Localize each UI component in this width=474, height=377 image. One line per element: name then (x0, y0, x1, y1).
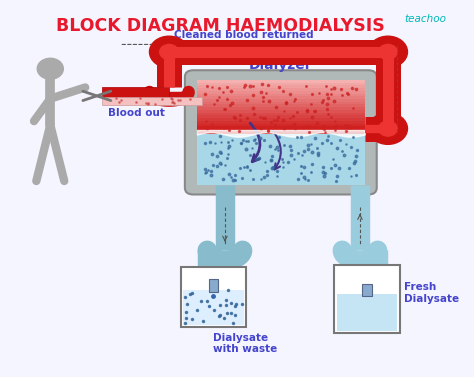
FancyBboxPatch shape (197, 107, 365, 110)
FancyBboxPatch shape (209, 279, 218, 292)
FancyBboxPatch shape (197, 126, 365, 129)
FancyBboxPatch shape (362, 284, 372, 296)
FancyBboxPatch shape (197, 96, 365, 99)
Polygon shape (101, 97, 201, 106)
FancyBboxPatch shape (197, 80, 365, 83)
FancyBboxPatch shape (197, 90, 365, 93)
Circle shape (379, 121, 397, 136)
Text: Dialyzer: Dialyzer (249, 58, 313, 72)
FancyBboxPatch shape (197, 131, 365, 135)
FancyBboxPatch shape (197, 135, 365, 185)
FancyBboxPatch shape (197, 101, 365, 104)
FancyBboxPatch shape (197, 104, 365, 107)
Text: teachoo: teachoo (404, 14, 446, 25)
Circle shape (368, 36, 408, 67)
FancyBboxPatch shape (197, 99, 365, 102)
FancyBboxPatch shape (197, 85, 365, 88)
FancyBboxPatch shape (334, 265, 400, 333)
FancyBboxPatch shape (197, 115, 365, 118)
FancyBboxPatch shape (197, 82, 365, 86)
FancyBboxPatch shape (337, 294, 397, 331)
FancyBboxPatch shape (197, 112, 365, 115)
Circle shape (37, 58, 64, 79)
FancyBboxPatch shape (197, 88, 365, 91)
FancyBboxPatch shape (197, 129, 365, 132)
Polygon shape (101, 87, 169, 97)
Text: Fresh
Dialysate: Fresh Dialysate (404, 282, 459, 304)
FancyBboxPatch shape (197, 123, 365, 126)
FancyBboxPatch shape (197, 121, 365, 124)
FancyBboxPatch shape (197, 93, 365, 96)
FancyBboxPatch shape (181, 267, 246, 327)
Circle shape (368, 113, 408, 144)
Circle shape (160, 44, 178, 60)
Circle shape (379, 44, 397, 60)
FancyBboxPatch shape (185, 70, 377, 195)
Text: Dialysate
with waste: Dialysate with waste (213, 333, 278, 354)
FancyBboxPatch shape (197, 110, 365, 113)
FancyBboxPatch shape (183, 290, 244, 325)
FancyBboxPatch shape (197, 118, 365, 121)
Text: Cleaned blood returned: Cleaned blood returned (174, 30, 313, 40)
Text: BLOCK DIAGRAM HAEMODIALYSIS: BLOCK DIAGRAM HAEMODIALYSIS (56, 17, 384, 35)
Circle shape (149, 36, 189, 67)
Text: Blood out: Blood out (109, 108, 165, 118)
